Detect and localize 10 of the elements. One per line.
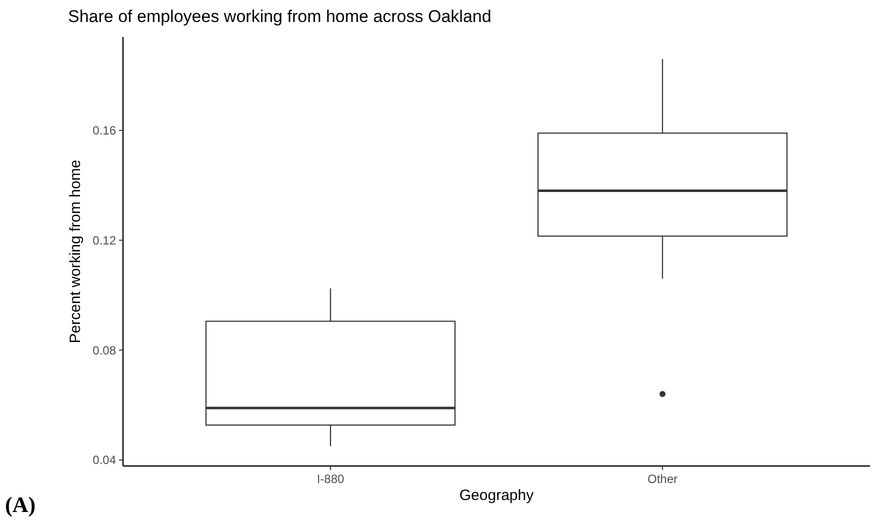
x-axis-title: Geography	[459, 487, 534, 504]
x-tick-label: I-880	[316, 472, 344, 486]
x-tick-label: Other	[647, 472, 678, 486]
y-tick-label: 0.12	[92, 233, 116, 248]
y-axis-title: Percent working from home	[67, 160, 84, 344]
y-tick-label: 0.16	[92, 124, 116, 138]
text: (A)	[5, 492, 36, 517]
chart-title: Share of employees working from home across Oakland	[68, 7, 492, 26]
y-tick-label: 0.04	[92, 453, 116, 468]
y-tick-label: 0.08	[92, 343, 116, 358]
